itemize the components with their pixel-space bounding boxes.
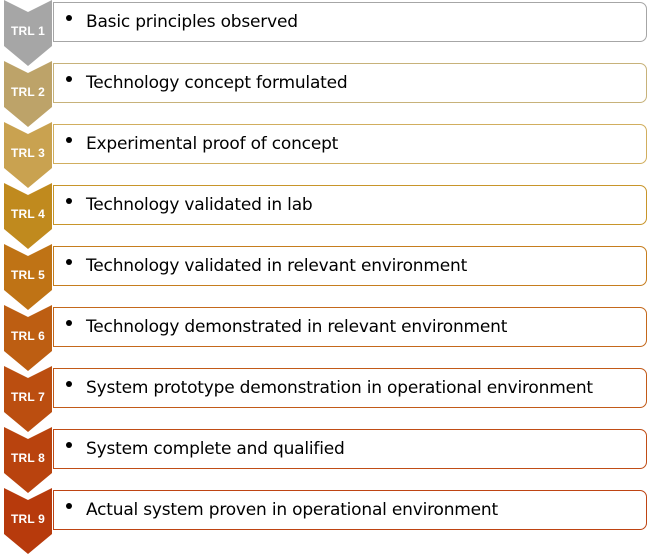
trl-row-1: TRL 1 Basic principles observed <box>0 0 652 66</box>
trl-chevron-7: TRL 7 <box>4 366 52 432</box>
trl-box-5: Technology validated in relevant environ… <box>53 246 647 286</box>
trl-row-8: TRL 8 System complete and qualified <box>0 427 652 493</box>
trl-description-6: Technology demonstrated in relevant envi… <box>86 317 508 337</box>
bullet-icon <box>66 503 72 509</box>
trl-box-9: Actual system proven in operational envi… <box>53 490 647 530</box>
bullet-icon <box>66 198 72 204</box>
trl-label-6: TRL 6 <box>10 329 46 343</box>
trl-row-4: TRL 4 Technology validated in lab <box>0 183 652 249</box>
bullet-icon <box>66 259 72 265</box>
trl-chevron-1: TRL 1 <box>4 0 52 66</box>
trl-row-6: TRL 6 Technology demonstrated in relevan… <box>0 305 652 371</box>
trl-chevron-9: TRL 9 <box>4 488 52 554</box>
bullet-icon <box>66 76 72 82</box>
trl-box-4: Technology validated in lab <box>53 185 647 225</box>
trl-label-9: TRL 9 <box>10 512 46 526</box>
trl-description-1: Basic principles observed <box>86 12 298 32</box>
bullet-icon <box>66 137 72 143</box>
trl-label-8: TRL 8 <box>10 451 46 465</box>
trl-box-1: Basic principles observed <box>53 2 647 42</box>
trl-row-7: TRL 7 System prototype demonstration in … <box>0 366 652 432</box>
trl-description-3: Experimental proof of concept <box>86 134 339 154</box>
trl-description-5: Technology validated in relevant environ… <box>86 256 468 276</box>
trl-row-5: TRL 5 Technology validated in relevant e… <box>0 244 652 310</box>
trl-box-7: System prototype demonstration in operat… <box>53 368 647 408</box>
trl-description-9: Actual system proven in operational envi… <box>86 500 498 520</box>
bullet-icon <box>66 381 72 387</box>
trl-label-3: TRL 3 <box>10 146 46 160</box>
bullet-icon <box>66 442 72 448</box>
trl-description-8: System complete and qualified <box>86 439 345 459</box>
trl-label-5: TRL 5 <box>10 268 46 282</box>
trl-chevron-8: TRL 8 <box>4 427 52 493</box>
trl-chevron-3: TRL 3 <box>4 122 52 188</box>
trl-chevron-5: TRL 5 <box>4 244 52 310</box>
trl-box-6: Technology demonstrated in relevant envi… <box>53 307 647 347</box>
bullet-icon <box>66 15 72 21</box>
trl-label-1: TRL 1 <box>10 24 46 38</box>
trl-description-2: Technology concept formulated <box>86 73 348 93</box>
trl-chevron-6: TRL 6 <box>4 305 52 371</box>
trl-row-9: TRL 9 Actual system proven in operationa… <box>0 488 652 554</box>
trl-label-2: TRL 2 <box>10 85 46 99</box>
trl-box-8: System complete and qualified <box>53 429 647 469</box>
trl-label-4: TRL 4 <box>10 207 46 221</box>
trl-box-2: Technology concept formulated <box>53 63 647 103</box>
trl-description-7: System prototype demonstration in operat… <box>86 378 593 398</box>
trl-label-7: TRL 7 <box>10 390 46 404</box>
trl-box-3: Experimental proof of concept <box>53 124 647 164</box>
trl-row-2: TRL 2 Technology concept formulated <box>0 61 652 127</box>
trl-chevron-4: TRL 4 <box>4 183 52 249</box>
bullet-icon <box>66 320 72 326</box>
trl-row-3: TRL 3 Experimental proof of concept <box>0 122 652 188</box>
trl-chevron-2: TRL 2 <box>4 61 52 127</box>
trl-description-4: Technology validated in lab <box>86 195 313 215</box>
